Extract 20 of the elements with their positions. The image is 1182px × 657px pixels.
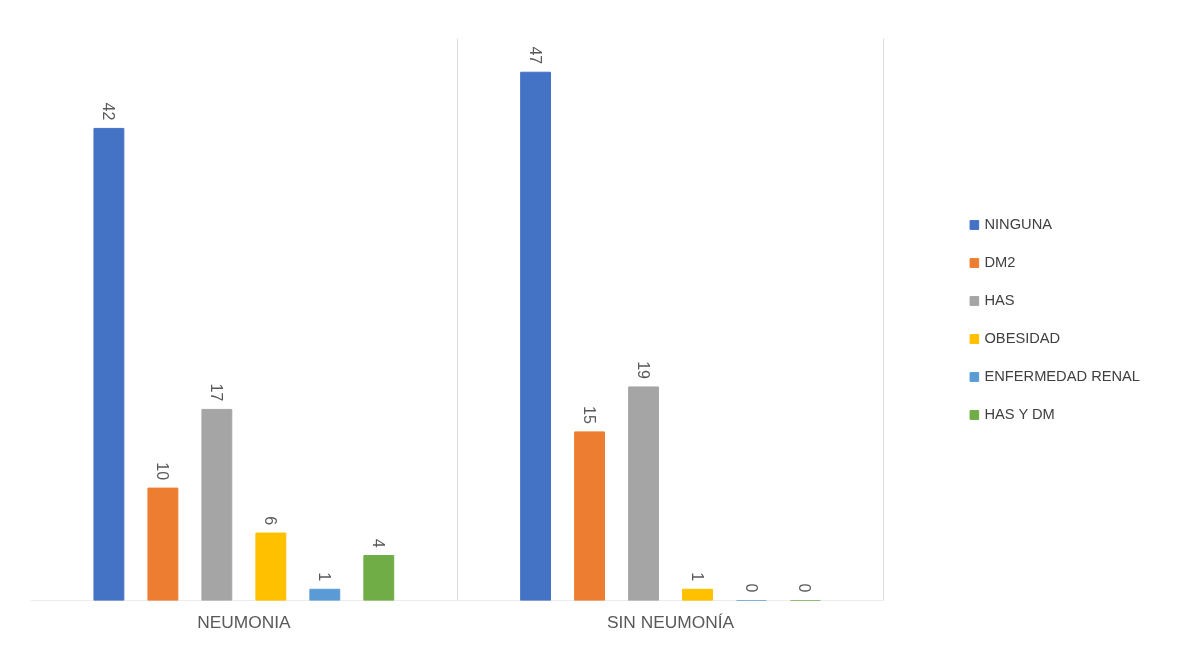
- legend-label: DM2: [984, 254, 1016, 270]
- data-label: 1: [688, 572, 706, 582]
- data-label: 1: [315, 572, 333, 582]
- legend-label: ENFERMEDAD RENAL: [984, 368, 1140, 384]
- data-label: 17: [207, 383, 225, 402]
- legend-label: NINGUNA: [984, 216, 1053, 232]
- data-label: 42: [99, 102, 117, 121]
- x-tick-label: NEUMONIA: [197, 611, 291, 632]
- data-label: 19: [634, 361, 652, 380]
- legend-label: OBESIDAD: [984, 330, 1061, 346]
- legend-label: HAS Y DM: [984, 406, 1055, 422]
- data-label: 0: [796, 583, 814, 593]
- data-label: 10: [153, 462, 171, 481]
- data-label: 15: [580, 406, 598, 424]
- data-label: 0: [742, 583, 760, 593]
- data-label: 4: [369, 538, 387, 548]
- legend-label: HAS: [984, 292, 1015, 308]
- x-tick-label: SIN NEUMONÍA: [607, 611, 735, 632]
- data-label: 47: [526, 46, 544, 65]
- data-label: 6: [261, 516, 279, 526]
